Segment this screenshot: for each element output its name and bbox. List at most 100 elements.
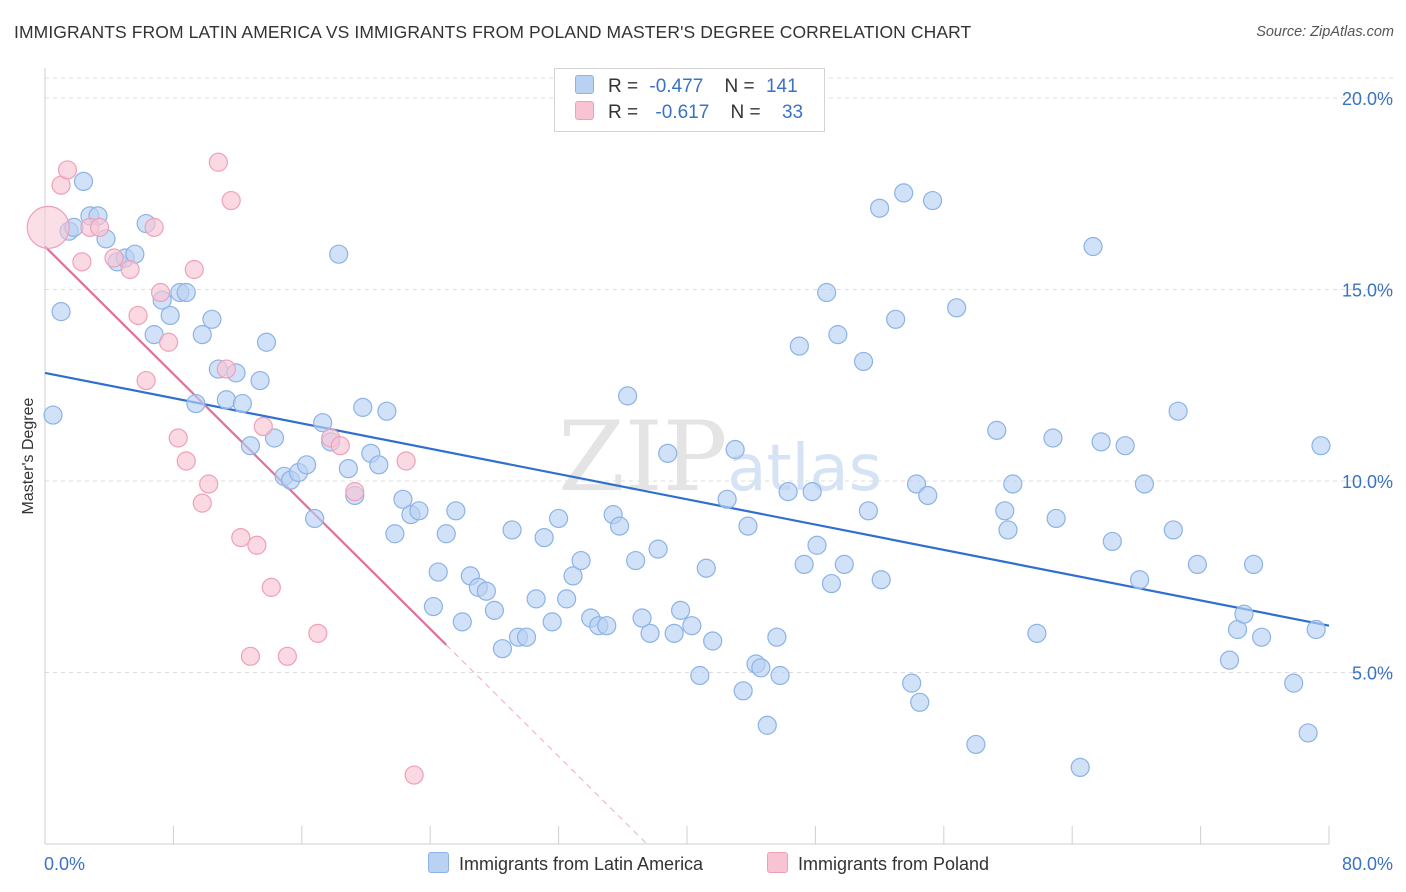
point-latin-america — [802, 482, 822, 502]
point-latin-america — [264, 428, 285, 448]
point-latin-america — [446, 501, 466, 521]
point-latin-america — [385, 524, 405, 544]
point-poland — [57, 160, 78, 180]
y-axis-label: Master's Degree — [20, 397, 37, 514]
point-latin-america — [329, 244, 349, 264]
point-poland — [72, 252, 92, 272]
legend-swatch-blue — [428, 852, 449, 873]
point-latin-america — [353, 397, 373, 417]
legend-label: Immigrants from Poland — [798, 854, 990, 874]
point-latin-america — [476, 581, 496, 601]
point-latin-america — [1163, 520, 1183, 540]
x-tick-label: 0.0% — [44, 854, 85, 874]
point-latin-america — [922, 190, 943, 211]
legend-swatch-pink — [575, 101, 594, 120]
point-latin-america — [918, 485, 938, 506]
point-latin-america — [232, 393, 253, 414]
point-latin-america — [1043, 428, 1063, 448]
y-tick-label: 5.0% — [1352, 664, 1393, 684]
point-latin-america — [240, 436, 261, 456]
point-latin-america — [794, 554, 814, 575]
point-latin-america — [682, 616, 702, 636]
point-latin-america — [436, 524, 456, 544]
point-latin-america — [853, 351, 874, 372]
point-latin-america — [1070, 757, 1090, 778]
point-latin-america — [377, 401, 397, 421]
point-latin-america — [516, 627, 537, 647]
legend-swatch-blue — [575, 75, 594, 94]
legend-row-latin-america: R = -0.477 N = 141 — [575, 75, 798, 101]
point-latin-america — [648, 539, 668, 559]
n-label: N = — [724, 76, 755, 97]
point-latin-america — [703, 631, 723, 651]
point-latin-america — [250, 370, 270, 391]
point-latin-america — [484, 600, 504, 620]
point-latin-america — [313, 413, 333, 433]
point-latin-america — [670, 600, 691, 620]
point-latin-america — [571, 550, 591, 571]
point-latin-america — [202, 309, 222, 329]
r-value: -0.617 — [655, 102, 710, 123]
watermark-zip: ZIP — [558, 401, 727, 513]
point-latin-america — [1219, 650, 1240, 670]
point-poland — [89, 217, 110, 237]
point-latin-america — [658, 443, 678, 463]
point-latin-america — [548, 508, 569, 529]
point-latin-america — [738, 516, 758, 536]
n-value: 141 — [765, 76, 798, 97]
point-latin-america — [632, 608, 652, 628]
r-label: R = — [608, 76, 639, 97]
point-poland — [144, 217, 164, 237]
point-poland — [404, 765, 424, 785]
r-value: -0.477 — [649, 76, 704, 97]
point-latin-america — [947, 298, 967, 318]
point-latin-america — [256, 332, 277, 352]
point-poland — [231, 527, 251, 548]
point-latin-america — [338, 459, 358, 479]
point-latin-america — [492, 639, 513, 659]
chart-source: Source: ZipAtlas.com — [1256, 24, 1394, 40]
point-latin-america — [717, 489, 737, 509]
point-latin-america — [192, 325, 212, 345]
point-latin-america — [409, 501, 429, 521]
chart-title: IMMIGRANTS FROM LATIN AMERICA VS IMMIGRA… — [14, 22, 972, 42]
point-latin-america — [778, 482, 798, 502]
point-poland — [216, 359, 236, 379]
point-latin-america — [1284, 673, 1304, 693]
point-latin-america — [51, 302, 71, 322]
point-poland — [240, 646, 261, 666]
point-latin-america — [452, 612, 472, 632]
point-latin-america — [725, 439, 745, 460]
point-latin-america — [1027, 623, 1047, 643]
x-tick-label: 80.0% — [1342, 854, 1393, 874]
point-poland — [199, 474, 219, 494]
y-tick-label: 10.0% — [1342, 472, 1393, 492]
point-latin-america — [770, 665, 790, 686]
point-latin-america — [858, 501, 878, 521]
point-latin-america — [297, 455, 317, 475]
trend-line-poland-extension — [445, 644, 648, 845]
point-latin-america — [393, 489, 413, 509]
point-poland — [277, 646, 297, 666]
point-latin-america — [1115, 436, 1135, 456]
point-latin-america — [618, 386, 638, 406]
point-latin-america — [186, 393, 206, 414]
point-latin-america — [1003, 474, 1023, 494]
legend-swatch-pink — [767, 852, 788, 873]
point-latin-america — [807, 535, 827, 555]
point-poland — [184, 259, 204, 280]
point-latin-america — [597, 616, 617, 636]
y-tick-label: 20.0% — [1342, 89, 1393, 109]
point-latin-america — [902, 673, 922, 693]
point-poland — [150, 282, 171, 303]
point-latin-america — [690, 665, 710, 686]
point-latin-america — [834, 554, 854, 575]
point-latin-america — [1187, 554, 1207, 575]
point-latin-america — [160, 305, 180, 326]
point-latin-america — [369, 455, 389, 475]
point-latin-america — [1298, 723, 1318, 743]
axes — [44, 68, 1330, 845]
point-latin-america — [609, 516, 630, 536]
point-latin-america — [817, 282, 837, 303]
